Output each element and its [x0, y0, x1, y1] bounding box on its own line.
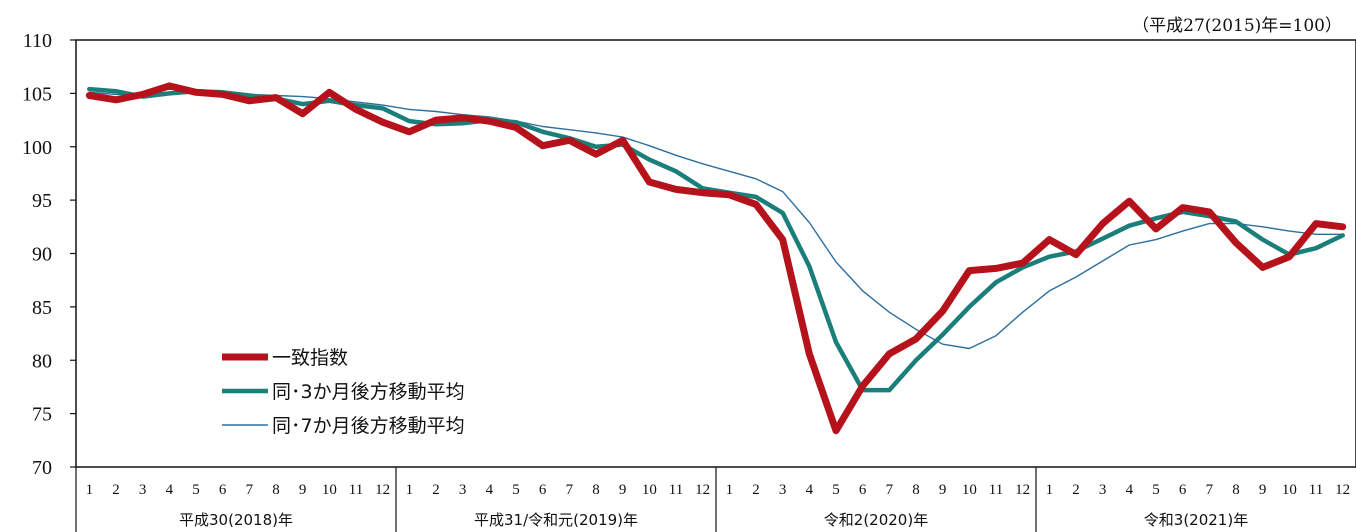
legend-label: 一致指数 — [272, 347, 348, 369]
y-tick-label: 105 — [22, 83, 52, 105]
x-year-label: 令和2(2020)年 — [824, 511, 928, 529]
x-month-label: 11 — [989, 482, 1003, 498]
series-lines — [85, 82, 1347, 435]
legend-label: 同･7か月後方移動平均 — [272, 415, 465, 437]
x-month-label: 9 — [299, 482, 307, 498]
legend-label: 同･3か月後方移動平均 — [272, 381, 465, 403]
x-month-label: 10 — [642, 482, 657, 498]
y-tick-label: 100 — [22, 137, 52, 159]
x-year-label: 平成30(2018)年 — [179, 511, 293, 529]
x-month-label: 3 — [1099, 482, 1107, 498]
x-month-label: 11 — [669, 482, 683, 498]
x-month-label: 10 — [962, 482, 977, 498]
y-axis: 70 75 80 85 90 95 100 105 110 — [22, 30, 76, 479]
x-month-label: 4 — [486, 482, 494, 498]
x-month-label: 4 — [166, 482, 174, 498]
x-month-label: 3 — [139, 482, 147, 498]
x-month-label: 8 — [1232, 482, 1240, 498]
x-month-label: 3 — [779, 482, 787, 498]
y-tick-label: 75 — [32, 404, 52, 426]
x-month-label: 9 — [939, 482, 947, 498]
x-month-label: 8 — [272, 482, 280, 498]
x-month-label: 9 — [619, 482, 627, 498]
x-month-label: 4 — [1126, 482, 1134, 498]
y-tick-label: 90 — [32, 244, 52, 266]
x-month-label: 12 — [1015, 482, 1030, 498]
x-month-label: 1 — [726, 482, 734, 498]
x-month-label: 2 — [432, 482, 440, 498]
x-month-label: 12 — [375, 482, 390, 498]
x-month-label: 2 — [1072, 482, 1080, 498]
x-month-label: 1 — [406, 482, 414, 498]
y-tick-label: 80 — [32, 350, 52, 372]
x-month-label: 10 — [322, 482, 337, 498]
x-month-label: 3 — [459, 482, 467, 498]
x-year-label: 平成31/令和元(2019)年 — [474, 511, 638, 529]
x-month-label: 7 — [566, 482, 574, 498]
x-month-label: 11 — [1309, 482, 1323, 498]
x-month-label: 1 — [86, 482, 94, 498]
plot-area-frame — [75, 39, 1356, 468]
x-month-label: 5 — [832, 482, 840, 498]
x-month-label: 8 — [912, 482, 920, 498]
series-line-1 — [85, 82, 1347, 435]
x-month-label: 12 — [695, 482, 710, 498]
x-month-label: 7 — [886, 482, 894, 498]
x-month-label: 6 — [859, 482, 867, 498]
y-tick-label: 70 — [32, 457, 52, 479]
x-month-label: 12 — [1335, 482, 1350, 498]
x-month-label: 11 — [349, 482, 363, 498]
y-tick-label: 110 — [23, 30, 52, 52]
x-month-label: 2 — [112, 482, 120, 498]
x-month-label: 7 — [1206, 482, 1214, 498]
x-month-label: 6 — [219, 482, 227, 498]
x-month-label: 9 — [1259, 482, 1267, 498]
x-month-label: 6 — [539, 482, 547, 498]
x-month-label: 2 — [752, 482, 760, 498]
x-month-label: 1 — [1046, 482, 1054, 498]
x-year-label: 令和3(2021)年 — [1144, 511, 1248, 529]
x-month-label: 5 — [1152, 482, 1160, 498]
x-month-label: 10 — [1282, 482, 1297, 498]
index-base-note: （平成27(2015)年=100） — [1132, 16, 1342, 36]
x-month-label: 8 — [592, 482, 600, 498]
x-month-label: 5 — [192, 482, 200, 498]
x-month-label: 6 — [1179, 482, 1187, 498]
x-month-label: 4 — [806, 482, 814, 498]
x-month-label: 7 — [246, 482, 254, 498]
series-line-3 — [88, 90, 1344, 350]
y-tick-label: 85 — [32, 297, 52, 319]
x-month-label: 5 — [512, 482, 520, 498]
y-tick-label: 95 — [32, 190, 52, 212]
